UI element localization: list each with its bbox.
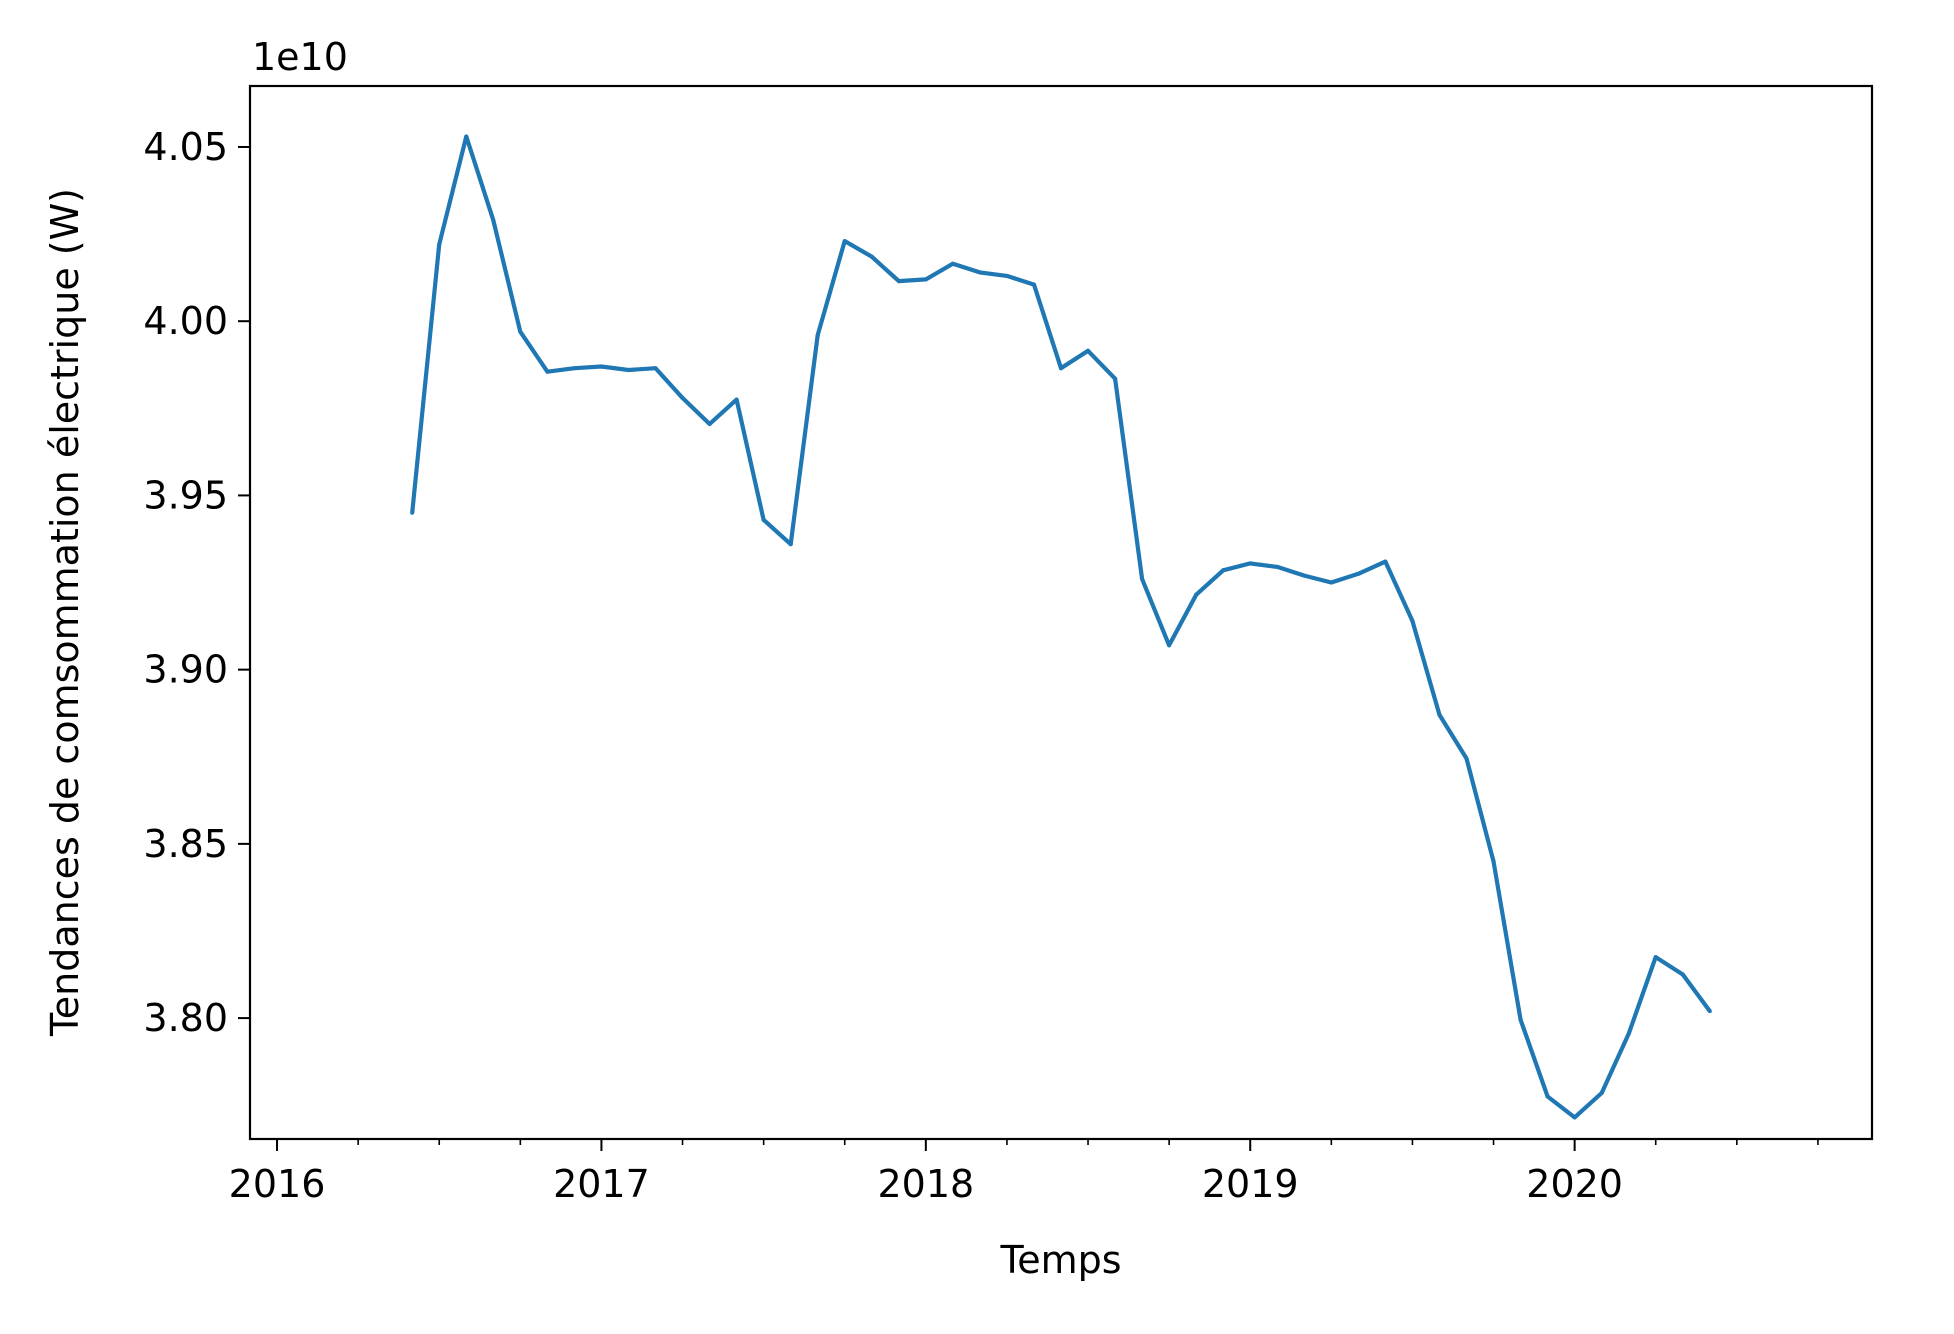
data-point bbox=[626, 368, 631, 372]
data-point bbox=[653, 366, 658, 371]
data-point bbox=[1410, 618, 1415, 623]
y-axis: 3.80 3.85 3.90 3.95 4.00 4.05 bbox=[143, 125, 250, 1040]
x-tick-label: 2018 bbox=[877, 1162, 974, 1206]
data-point bbox=[1167, 643, 1172, 648]
data-point bbox=[869, 254, 874, 259]
data-point bbox=[1004, 273, 1009, 278]
data-point bbox=[1086, 348, 1090, 353]
data-point bbox=[1572, 1115, 1577, 1120]
data-point bbox=[1140, 577, 1145, 581]
x-axis-title: Temps bbox=[999, 1238, 1121, 1282]
y-tick-label: 4.00 bbox=[143, 299, 228, 343]
data-point bbox=[788, 542, 793, 547]
y-offset-label: 1e10 bbox=[252, 35, 348, 79]
plot-area bbox=[248, 84, 1874, 1141]
data-point bbox=[1491, 859, 1496, 864]
y-tick-label: 4.05 bbox=[143, 125, 228, 169]
data-point bbox=[1329, 580, 1334, 585]
x-axis: 2016 2017 2018 2019 2020 bbox=[229, 1139, 1819, 1206]
data-point bbox=[1626, 1031, 1631, 1036]
x-tick-label: 2020 bbox=[1526, 1162, 1623, 1206]
data-point bbox=[1518, 1017, 1523, 1022]
data-point bbox=[950, 261, 955, 266]
data-point bbox=[518, 329, 523, 334]
data-point bbox=[410, 510, 415, 515]
data-point bbox=[545, 369, 550, 374]
data-point bbox=[1437, 712, 1442, 717]
data-point bbox=[491, 218, 496, 223]
data-point bbox=[1194, 592, 1199, 597]
y-tick-label: 3.85 bbox=[143, 822, 228, 866]
y-axis-title: Tendances de comsommation électrique (W) bbox=[43, 188, 87, 1037]
data-point bbox=[707, 422, 712, 426]
data-point bbox=[977, 270, 982, 275]
y-tick-label: 3.90 bbox=[143, 648, 228, 692]
data-point bbox=[761, 517, 766, 522]
series-points bbox=[410, 134, 1712, 1120]
data-point bbox=[1464, 756, 1469, 761]
data-point bbox=[1383, 559, 1388, 564]
data-point bbox=[599, 364, 604, 369]
data-point bbox=[1032, 282, 1036, 287]
y-tick-label: 3.80 bbox=[143, 996, 228, 1040]
x-tick-label: 2016 bbox=[229, 1162, 326, 1206]
data-point bbox=[734, 397, 739, 402]
data-point bbox=[1302, 573, 1307, 578]
data-point bbox=[680, 395, 685, 400]
x-tick-label: 2019 bbox=[1202, 1162, 1299, 1206]
data-point bbox=[437, 242, 442, 247]
data-point bbox=[1680, 972, 1685, 977]
data-point bbox=[815, 333, 820, 338]
data-point bbox=[1059, 366, 1063, 371]
data-point bbox=[1275, 564, 1280, 569]
data-point bbox=[572, 366, 577, 371]
data-point bbox=[896, 279, 901, 284]
data-point bbox=[1113, 376, 1118, 381]
data-point bbox=[1248, 561, 1253, 566]
data-point bbox=[464, 134, 469, 139]
data-point bbox=[1545, 1094, 1550, 1099]
data-point bbox=[1221, 568, 1226, 573]
data-point bbox=[842, 239, 847, 244]
data-point bbox=[1707, 1009, 1712, 1014]
y-tick-label: 3.95 bbox=[143, 473, 228, 517]
x-tick-label: 2017 bbox=[553, 1162, 650, 1206]
data-point bbox=[1599, 1091, 1604, 1095]
data-point bbox=[923, 277, 928, 282]
data-point bbox=[1356, 571, 1361, 576]
data-point bbox=[1653, 955, 1658, 960]
